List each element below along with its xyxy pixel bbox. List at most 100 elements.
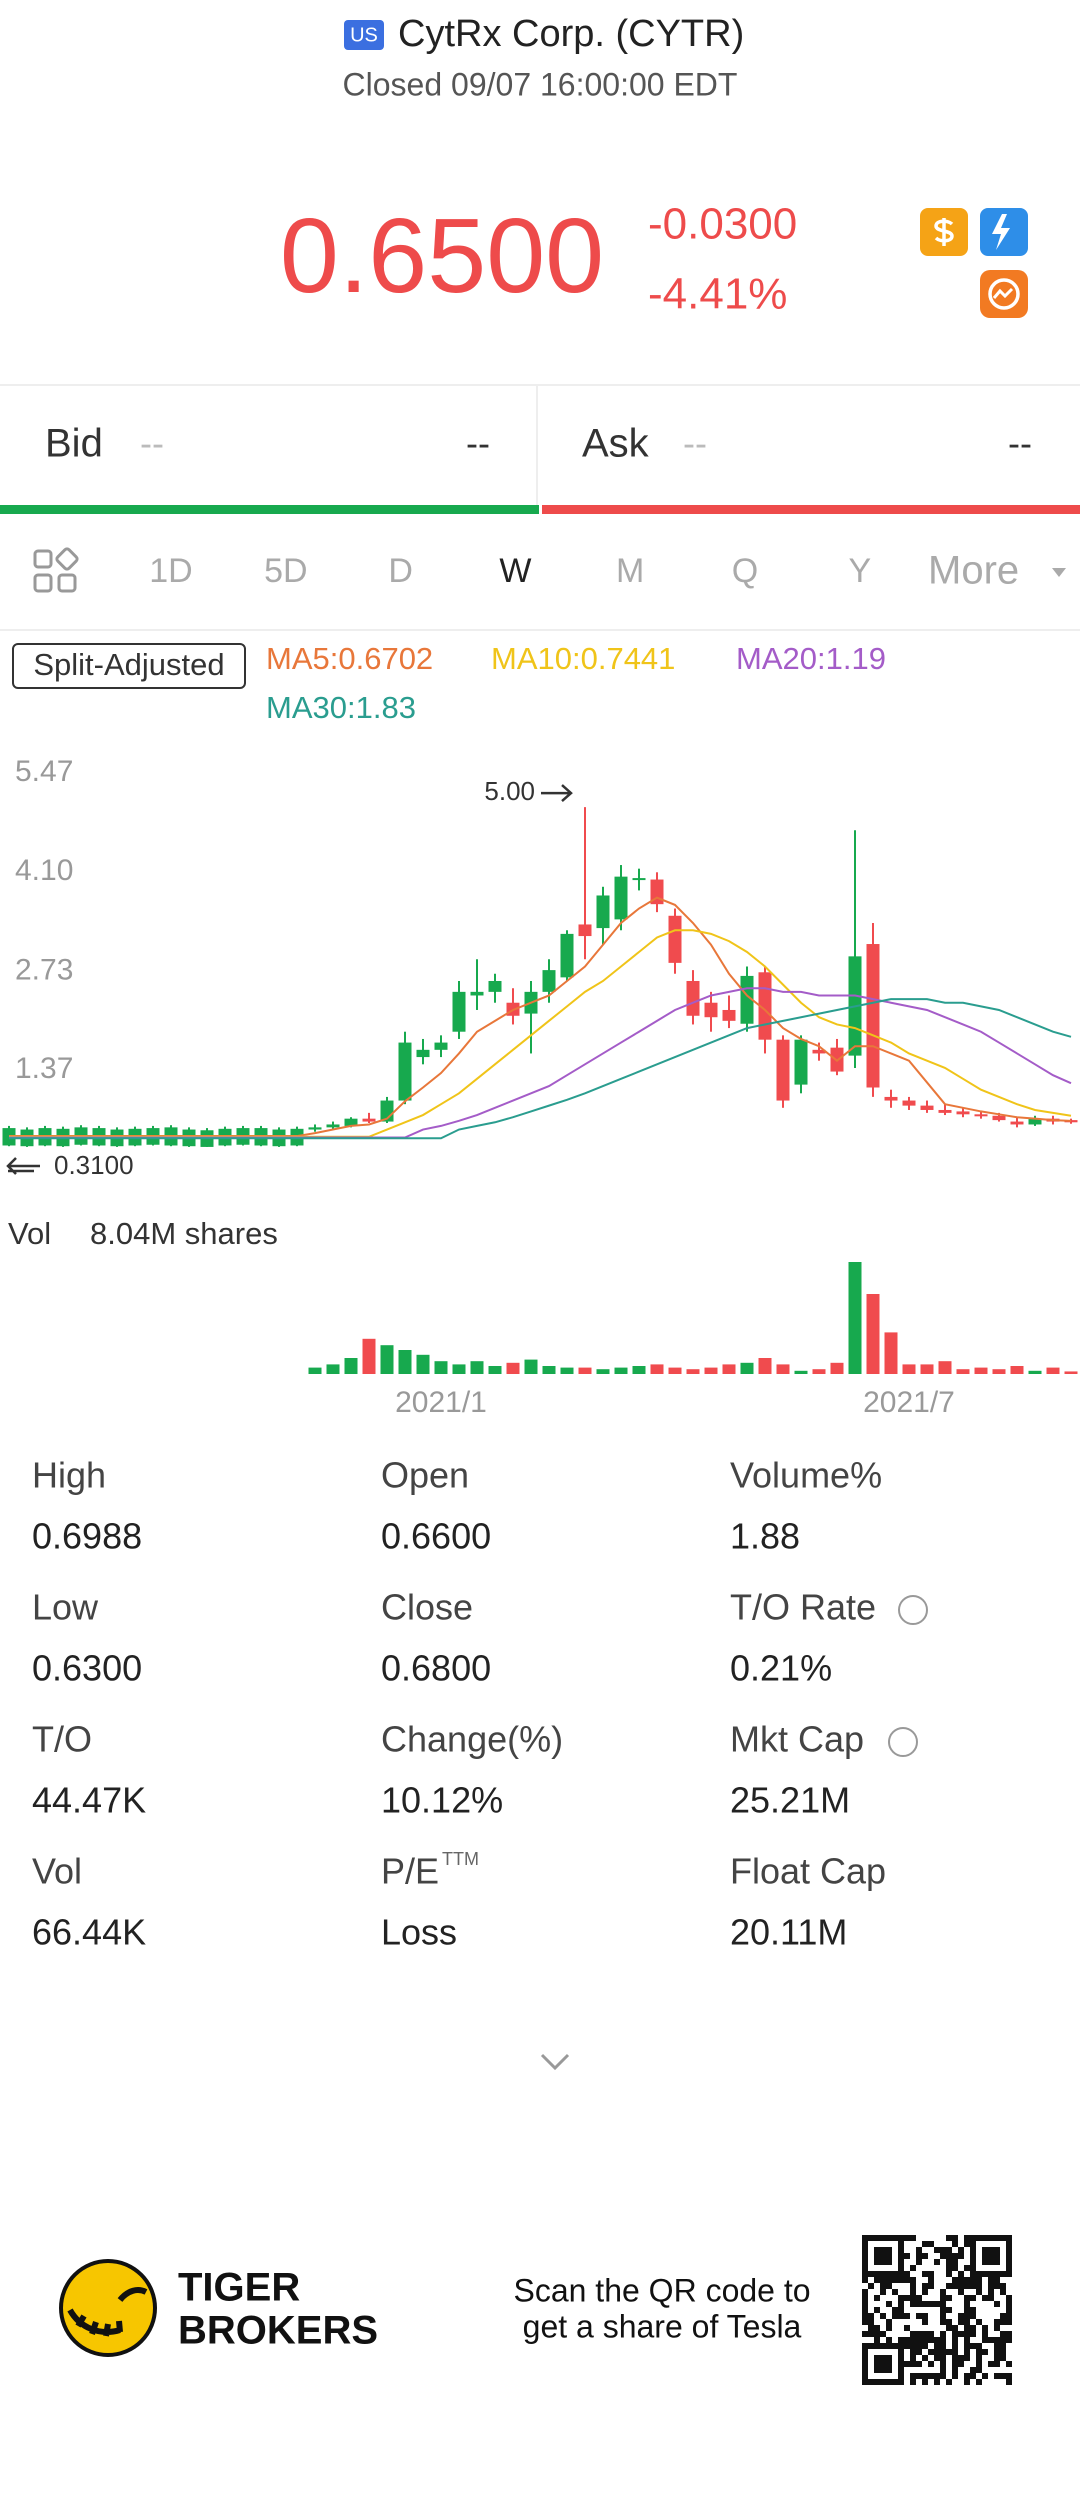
qr-module (874, 2295, 880, 2301)
ma-line (9, 998, 1072, 1140)
bid-price: -- (466, 423, 490, 464)
period-tab[interactable]: D (388, 552, 413, 590)
candle-body (560, 933, 574, 978)
period-tab[interactable]: Q (732, 552, 758, 590)
qr-module (988, 2271, 994, 2277)
qr-module (898, 2265, 904, 2271)
qr-module (886, 2319, 892, 2325)
qr-module (982, 2331, 988, 2337)
stat-label: High (32, 1455, 106, 1496)
qr-module (982, 2373, 988, 2379)
adjust-button[interactable] (12, 643, 246, 689)
qr-module (880, 2289, 886, 2295)
info-icon[interactable] (898, 1595, 928, 1625)
candle-body (686, 980, 700, 1016)
period-tab[interactable]: W (499, 552, 531, 590)
candle-body (1010, 1121, 1024, 1125)
qr-module (928, 2337, 934, 2343)
qr-module (970, 2253, 976, 2259)
qr-module (862, 2259, 868, 2265)
dropdown-arrow (1052, 568, 1066, 577)
qr-module (952, 2367, 958, 2373)
candle-body (938, 1109, 952, 1113)
qr-module (970, 2313, 976, 2319)
candle-body (722, 1009, 736, 1021)
qr-module (934, 2301, 940, 2307)
qr-module (862, 2307, 868, 2313)
candle-body (668, 915, 682, 963)
qr-module (880, 2343, 886, 2349)
qr-module (976, 2367, 982, 2373)
qr-module (922, 2271, 928, 2277)
qr-module (898, 2271, 904, 2277)
qr-module (952, 2259, 958, 2265)
period-tab[interactable]: More (928, 549, 1019, 593)
qr-module (874, 2325, 880, 2331)
candle-body (812, 1049, 826, 1054)
info-icon[interactable] (888, 1727, 918, 1757)
candle-body (614, 876, 628, 920)
period-tab[interactable]: M (616, 552, 644, 590)
qr-module (946, 2379, 952, 2385)
market-badge (344, 20, 384, 50)
candle-body (344, 1118, 358, 1126)
candle-body (398, 1042, 412, 1101)
period-tab[interactable]: 5D (264, 552, 307, 590)
qr-module (958, 2247, 964, 2253)
volume-bar (452, 1364, 466, 1374)
qr-module (1000, 2319, 1006, 2325)
qr-module (952, 2253, 958, 2259)
qr-module (892, 2289, 898, 2295)
qr-module (874, 2277, 880, 2283)
stat-value: 0.21% (730, 1648, 832, 1689)
qr-module (952, 2355, 958, 2361)
high-label: 5.00 (484, 776, 535, 806)
qr-module (946, 2247, 952, 2253)
qr-module (976, 2319, 982, 2325)
qr-module (904, 2253, 910, 2259)
qr-module (940, 2373, 946, 2379)
stat-value: 0.6300 (32, 1648, 142, 1689)
x-tick-label: 2021/1 (395, 1386, 487, 1419)
expand-chevron[interactable] (540, 2053, 570, 2071)
high-arrow (541, 784, 573, 803)
qr-module (898, 2301, 904, 2307)
qr-module (1006, 2379, 1012, 2385)
candle-body (470, 991, 484, 996)
promo-line: get a share of Tesla (523, 2308, 802, 2344)
stat-value: 0.6600 (381, 1516, 491, 1557)
qr-module (1000, 2283, 1006, 2289)
bid-bar (0, 505, 539, 514)
volume-bar (398, 1350, 412, 1374)
qr-module (874, 2355, 880, 2361)
qr-module (904, 2325, 910, 2331)
ma-legend: MA10:0.7441 (491, 641, 675, 676)
period-tab[interactable]: Y (848, 552, 871, 590)
qr-module (976, 2271, 982, 2277)
volume-bar (812, 1369, 826, 1374)
qr-module (970, 2271, 976, 2277)
qr-module (862, 2277, 868, 2283)
qr-module (970, 2295, 976, 2301)
qr-module (910, 2355, 916, 2361)
qr-module (952, 2331, 958, 2337)
stat-value: Loss (381, 1912, 457, 1953)
period-tab[interactable]: 1D (149, 552, 192, 590)
qr-module (910, 2295, 916, 2301)
qr-module (934, 2373, 940, 2379)
qr-module (964, 2277, 970, 2283)
qr-module (988, 2277, 994, 2283)
stat-label: P/E (381, 1851, 439, 1892)
qr-module (922, 2313, 928, 2319)
qr-module (964, 2325, 970, 2331)
qr-module (886, 2337, 892, 2343)
qr-module (922, 2283, 928, 2289)
layout-icon[interactable] (33, 547, 79, 593)
volume-bar (740, 1362, 754, 1374)
qr-module (970, 2367, 976, 2373)
qr-module (910, 2373, 916, 2379)
volume-bar (830, 1362, 844, 1374)
qr-module (898, 2379, 904, 2385)
qr-module (964, 2319, 970, 2325)
adjust-label[interactable]: Split-Adjusted (33, 647, 224, 682)
